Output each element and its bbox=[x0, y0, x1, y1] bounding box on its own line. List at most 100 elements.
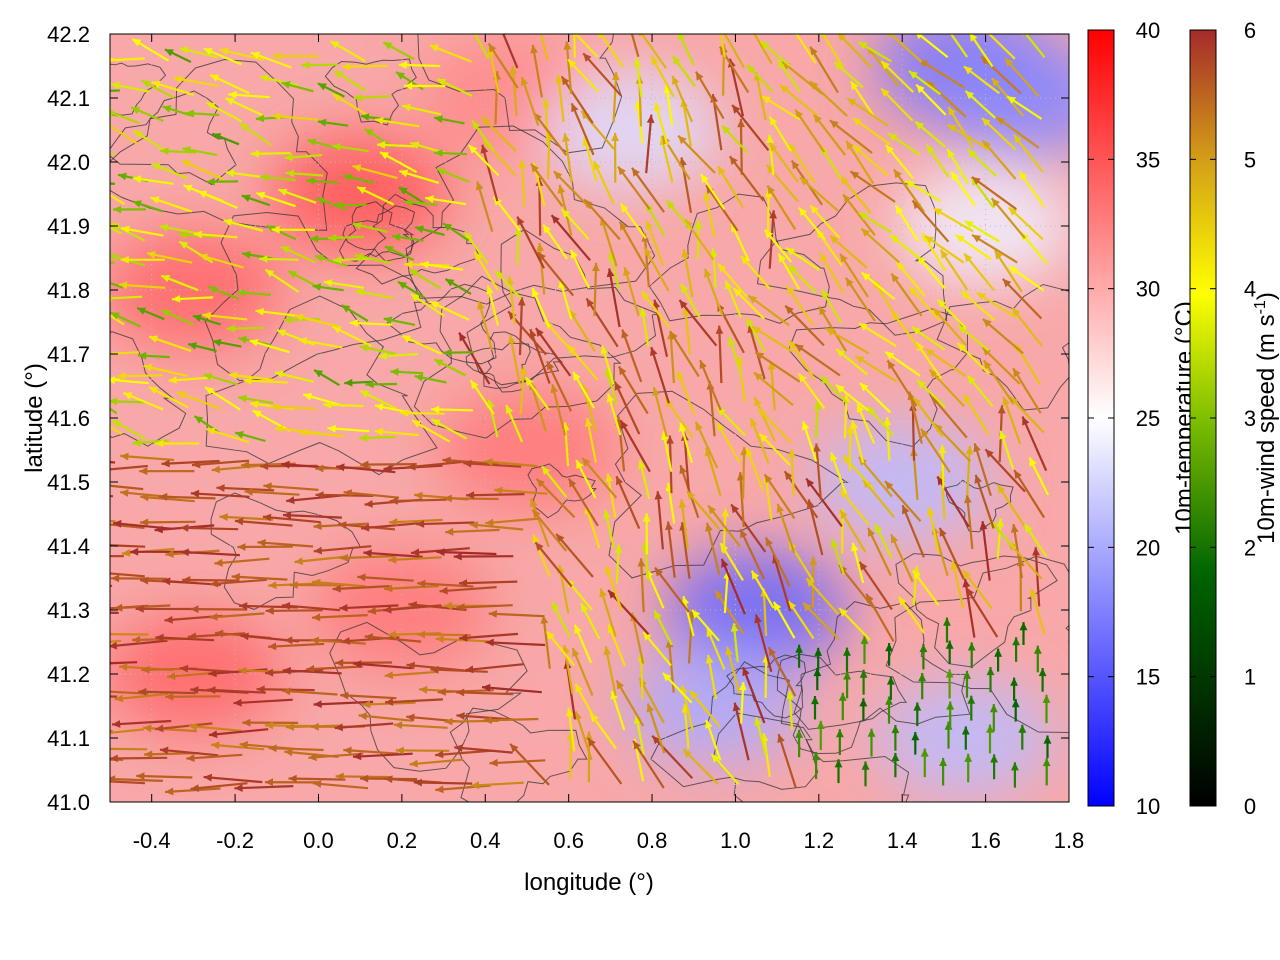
wind-arrow-shaft bbox=[110, 639, 122, 643]
wind-arrow-head bbox=[810, 46, 818, 56]
wind-colorbar-label-sup: -1 bbox=[1252, 300, 1269, 314]
wind-arrow-head bbox=[242, 251, 251, 259]
wind-arrow-head bbox=[1042, 758, 1051, 767]
wind-arrow-shaft bbox=[435, 749, 493, 757]
wind-arrow-shaft bbox=[417, 582, 474, 588]
wind-arrow-head bbox=[443, 494, 452, 503]
wind-arrow-head bbox=[313, 522, 322, 530]
wind-arrow-head bbox=[860, 635, 869, 644]
wind-arrow-shaft bbox=[435, 637, 489, 643]
wind-arrow-shaft bbox=[268, 746, 324, 752]
wind-arrow-head bbox=[813, 668, 822, 677]
wind-colorbar-tick-label: 1 bbox=[1244, 665, 1256, 690]
wind-arrow-shaft bbox=[918, 58, 965, 89]
wind-arrow-head bbox=[194, 416, 204, 424]
wind-arrow-head bbox=[241, 461, 250, 469]
wind-arrow-shaft bbox=[477, 300, 493, 351]
wind-arrow-shaft bbox=[110, 57, 119, 62]
wind-arrow-shaft bbox=[340, 694, 397, 700]
wind-arrow-head bbox=[943, 617, 951, 626]
wind-arrow-shaft bbox=[928, 368, 965, 407]
wind-arrow-head bbox=[859, 698, 868, 707]
wind-arrow-shaft bbox=[530, 163, 564, 207]
wind-arrow-shaft bbox=[110, 661, 138, 665]
wind-arrow-head bbox=[718, 263, 727, 273]
wind-arrow-head bbox=[165, 550, 174, 558]
wind-arrow-shaft bbox=[360, 463, 417, 466]
wind-arrow-head bbox=[339, 604, 348, 612]
wind-arrow-shaft bbox=[949, 34, 969, 58]
wind-arrow-head bbox=[705, 719, 713, 729]
wind-arrow-shaft bbox=[720, 558, 746, 615]
wind-arrow-head bbox=[114, 603, 123, 612]
terrain-contour bbox=[650, 661, 819, 790]
wind-arrow-shaft bbox=[110, 89, 120, 92]
wind-arrow-head bbox=[406, 713, 415, 722]
wind-arrow-shaft bbox=[705, 447, 722, 496]
wind-arrow-head bbox=[250, 149, 259, 158]
wind-arrow-shaft bbox=[812, 113, 847, 156]
wind-arrow-shaft bbox=[110, 424, 123, 435]
wind-arrow-head bbox=[79, 49, 88, 57]
wind-arrow-head bbox=[860, 383, 869, 392]
wind-arrow-head bbox=[164, 615, 173, 624]
wind-arrow-shaft bbox=[110, 226, 122, 235]
wind-arrow-head bbox=[754, 614, 762, 624]
wind-arrow-head bbox=[574, 624, 582, 634]
wind-arrow-head bbox=[730, 623, 739, 632]
wind-arrow-shaft bbox=[926, 80, 967, 118]
wind-arrow-head bbox=[885, 481, 894, 490]
wind-arrow-head bbox=[861, 272, 871, 281]
wind-arrow-head bbox=[410, 294, 420, 302]
wind-arrow-head bbox=[430, 665, 439, 674]
wind-arrow-shaft bbox=[652, 386, 668, 437]
wind-arrow-head bbox=[639, 307, 648, 317]
wind-arrow-head bbox=[203, 48, 213, 56]
wind-arrow-head bbox=[1038, 668, 1047, 677]
wind-arrow-shaft bbox=[234, 519, 293, 527]
wind-arrow-head bbox=[387, 630, 397, 639]
wind-arrow-head bbox=[754, 717, 762, 726]
wind-arrow-head bbox=[233, 698, 242, 707]
wind-arrow-head bbox=[470, 380, 479, 390]
wind-arrow-head bbox=[468, 145, 478, 154]
wind-arrow-head bbox=[437, 688, 446, 696]
wind-arrow-head bbox=[80, 260, 88, 268]
wind-arrow-shaft bbox=[1002, 278, 1043, 320]
y-tick-label: 42.1 bbox=[47, 86, 90, 111]
wind-arrow-head bbox=[94, 745, 102, 753]
wind-arrow-head bbox=[700, 174, 709, 183]
wind-arrow-shaft bbox=[209, 612, 265, 619]
wind-arrow-shaft bbox=[407, 460, 466, 469]
wind-arrow-shaft bbox=[784, 304, 825, 347]
wind-arrow-head bbox=[991, 198, 1000, 207]
wind-arrow-head bbox=[856, 403, 865, 413]
wind-arrow-head bbox=[155, 439, 164, 448]
wind-arrow-head bbox=[488, 43, 497, 53]
wind-arrow-head bbox=[686, 491, 696, 500]
wind-arrow-head bbox=[661, 431, 669, 441]
wind-arrow-head bbox=[430, 301, 440, 309]
wind-arrow-shaft bbox=[110, 577, 168, 580]
wind-arrow-head bbox=[703, 192, 711, 201]
wind-arrow-head bbox=[93, 276, 102, 283]
wind-arrow-head bbox=[728, 337, 736, 347]
wind-arrow-head bbox=[494, 13, 501, 22]
wind-arrow-head bbox=[208, 730, 218, 739]
wind-arrow-head bbox=[256, 685, 265, 694]
wind-arrow-head bbox=[598, 34, 605, 39]
wind-arrow-shaft bbox=[993, 249, 1023, 293]
wind-arrow-head bbox=[678, 499, 687, 508]
terrain-contour bbox=[885, 555, 1069, 733]
wind-arrow-head bbox=[611, 132, 619, 141]
wind-arrow-head bbox=[840, 510, 848, 519]
terrain-contour bbox=[788, 308, 969, 448]
wind-arrow-shaft bbox=[571, 647, 594, 697]
wind-arrow-head bbox=[284, 636, 293, 645]
wind-arrow-shaft bbox=[666, 521, 676, 578]
wind-arrow-shaft bbox=[534, 541, 573, 588]
wind-arrow-head bbox=[787, 449, 796, 458]
wind-arrow-shaft bbox=[619, 419, 651, 473]
wind-arrow-head bbox=[986, 667, 995, 676]
wind-arrow-head bbox=[141, 665, 150, 674]
